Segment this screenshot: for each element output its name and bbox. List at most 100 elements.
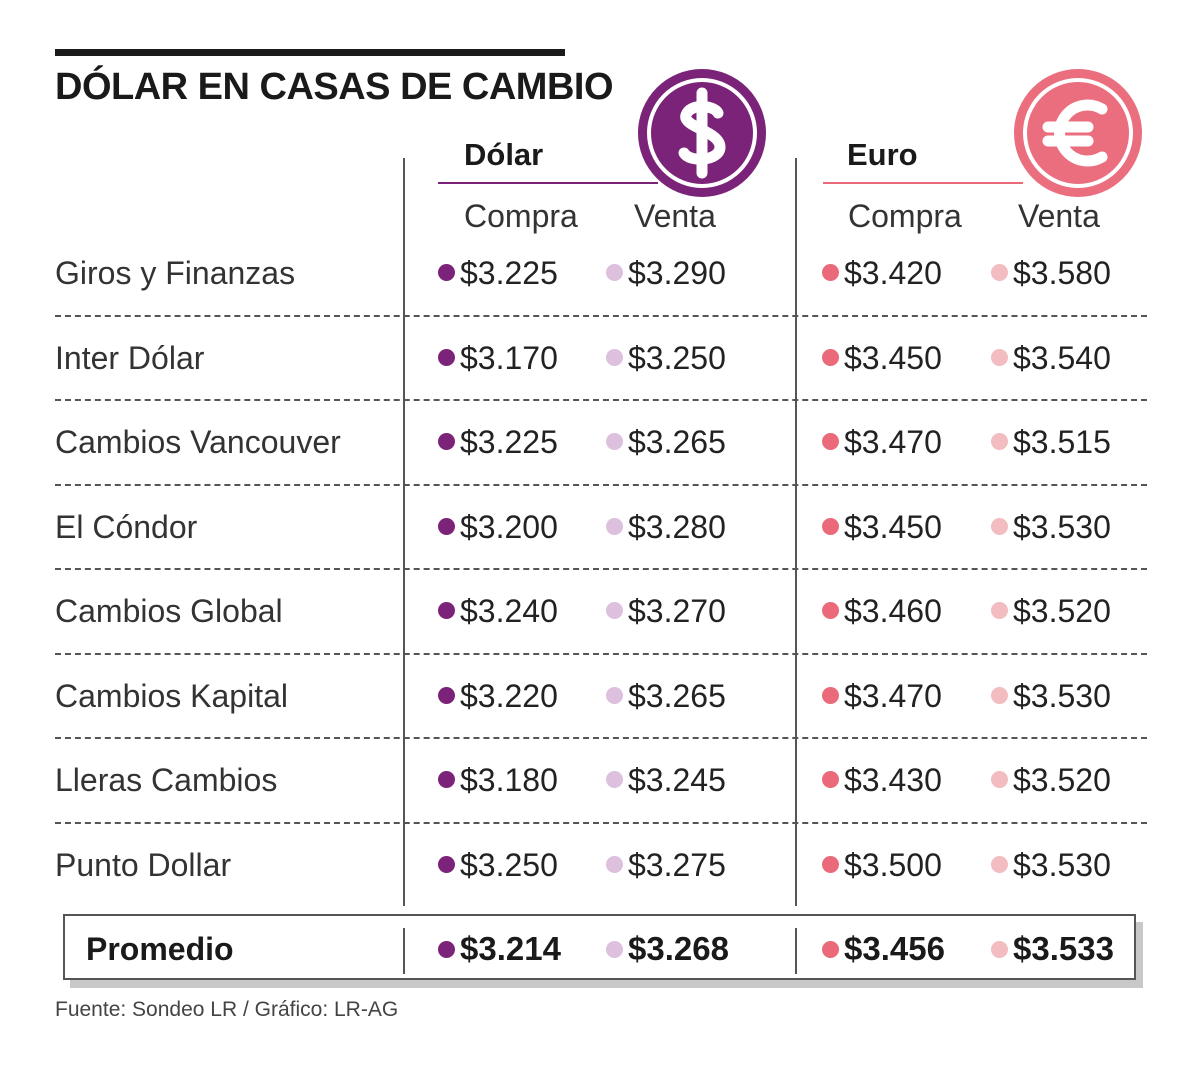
- legend-dot-euro-compra: [822, 941, 839, 958]
- cell-value: $3.470: [844, 424, 942, 460]
- cell-value: $3.520: [1013, 762, 1111, 798]
- legend-dot-dolar-compra: [438, 433, 455, 450]
- cell-value: $3.275: [628, 846, 726, 883]
- legend-dot-euro-compra: [822, 348, 839, 366]
- legend-dot-dolar-venta: [606, 855, 623, 873]
- row-name: Cambios Global: [55, 593, 283, 629]
- row-name: Cambios Vancouver: [55, 424, 341, 460]
- legend-dot-dolar-venta: [606, 602, 623, 619]
- col-head-euro-venta: Venta: [1018, 198, 1100, 234]
- table-row: El Cóndor $3.200 $3.280 $3.450 $3.530: [0, 485, 1200, 569]
- legend-dot-euro-compra: [822, 602, 839, 619]
- cell-value: $3.540: [1013, 339, 1111, 376]
- legend-dot-euro-venta: [991, 941, 1008, 958]
- row-divider: [55, 652, 1147, 655]
- table-row: Giros y Finanzas $3.225 $3.290 $3.420 $3.580: [0, 231, 1200, 315]
- cell-value: $3.470: [844, 677, 942, 714]
- row-name: Punto Dollar: [55, 846, 232, 883]
- cell-value: $3.225: [460, 424, 558, 460]
- table-row: Cambios Vancouver $3.225 $3.265 $3.470 $3.51…: [0, 400, 1200, 484]
- separator-left: [403, 158, 405, 906]
- cell-value: $3.530: [1013, 846, 1111, 883]
- legend-dot-dolar-compra: [438, 264, 455, 281]
- cell-value: $3.420: [844, 255, 942, 291]
- average-value: $3.268: [628, 930, 729, 967]
- row-name: Cambios Kapital: [55, 677, 288, 714]
- legend-dot-euro-venta: [991, 686, 1008, 704]
- legend-dot-euro-venta: [991, 517, 1008, 535]
- table-row: Punto Dollar $3.250 $3.275 $3.500 $3.530: [0, 823, 1200, 907]
- cell-value: $3.240: [460, 593, 558, 629]
- col-head-euro-compra: Compra: [848, 198, 962, 234]
- euro-badge: [1014, 69, 1142, 197]
- page-title: DÓLAR EN CASAS DE CAMBIO: [55, 66, 614, 108]
- legend-dot-euro-venta: [991, 433, 1008, 450]
- col-head-dolar-venta: Venta: [634, 198, 716, 234]
- cell-value: $3.225: [460, 255, 558, 291]
- legend-dot-euro-venta: [991, 855, 1008, 873]
- col-head-dolar-compra: Compra: [464, 198, 578, 234]
- legend-dot-dolar-compra: [438, 348, 455, 366]
- group-title-euro: Euro: [847, 137, 918, 172]
- title-rule: [55, 49, 565, 56]
- legend-dot-dolar-venta: [606, 771, 623, 788]
- row-divider: [55, 483, 1147, 486]
- table-row: Cambios Global $3.240 $3.270 $3.460 $3.520: [0, 569, 1200, 653]
- row-divider: [55, 568, 1147, 570]
- cell-value: $3.170: [460, 339, 558, 376]
- cell-value: $3.450: [844, 508, 942, 545]
- legend-dot-dolar-venta: [606, 433, 623, 450]
- average-box: [63, 914, 1136, 980]
- row-name: El Cóndor: [55, 508, 198, 545]
- table-row: Inter Dólar $3.170 $3.250 $3.450 $3.540: [0, 316, 1200, 400]
- cell-value: $3.530: [1013, 677, 1111, 714]
- legend-dot-euro-compra: [822, 771, 839, 788]
- cell-value: $3.580: [1013, 255, 1111, 291]
- legend-dot-euro-venta: [991, 771, 1008, 788]
- dollar-sign-icon: [678, 87, 726, 179]
- cell-value: $3.515: [1013, 424, 1111, 460]
- average-label: Promedio: [86, 931, 234, 967]
- table-row: Lleras Cambios $3.180 $3.245 $3.430 $3.520: [0, 738, 1200, 822]
- cell-value: $3.290: [628, 255, 726, 291]
- cell-value: $3.430: [844, 762, 942, 798]
- row-name: Giros y Finanzas: [55, 255, 296, 291]
- legend-dot-euro-venta: [991, 348, 1008, 366]
- legend-dot-dolar-venta: [606, 264, 623, 281]
- euro-sign-icon: [1042, 99, 1108, 167]
- group-title-dolar: Dólar: [464, 137, 544, 172]
- legend-dot-euro-compra: [822, 433, 839, 450]
- legend-dot-euro-compra: [822, 855, 839, 873]
- legend-dot-dolar-venta: [606, 686, 623, 704]
- cell-value: $3.250: [460, 846, 558, 883]
- average-separator-right: [795, 928, 797, 974]
- euro-badge-ring: [1023, 78, 1133, 188]
- row-divider: [55, 314, 1147, 317]
- legend-dot-euro-compra: [822, 264, 839, 281]
- row-divider: [55, 399, 1147, 401]
- row-divider: [55, 821, 1147, 824]
- average-value: $3.456: [844, 930, 945, 967]
- cell-value: $3.500: [844, 846, 942, 883]
- legend-dot-dolar-venta: [606, 517, 623, 535]
- cell-value: $3.265: [628, 677, 726, 714]
- row-name: Inter Dólar: [55, 339, 205, 376]
- legend-dot-euro-venta: [991, 602, 1008, 619]
- legend-dot-euro-compra: [822, 686, 839, 704]
- average-separator-left: [403, 928, 405, 974]
- row-divider: [55, 737, 1147, 739]
- cell-value: $3.180: [460, 762, 558, 798]
- cell-value: $3.460: [844, 593, 942, 629]
- cell-value: $3.200: [460, 508, 558, 545]
- legend-dot-dolar-compra: [438, 602, 455, 619]
- legend-dot-euro-venta: [991, 264, 1008, 281]
- group-underline-euro: [823, 182, 1023, 184]
- cell-value: $3.530: [1013, 508, 1111, 545]
- dollar-badge-ring: [647, 78, 757, 188]
- average-value: $3.533: [1013, 930, 1114, 967]
- legend-dot-dolar-venta: [606, 348, 623, 366]
- cell-value: $3.450: [844, 339, 942, 376]
- legend-dot-euro-compra: [822, 517, 839, 535]
- table-row: Cambios Kapital $3.220 $3.265 $3.470 $3.530: [0, 654, 1200, 738]
- separator-right: [795, 158, 797, 906]
